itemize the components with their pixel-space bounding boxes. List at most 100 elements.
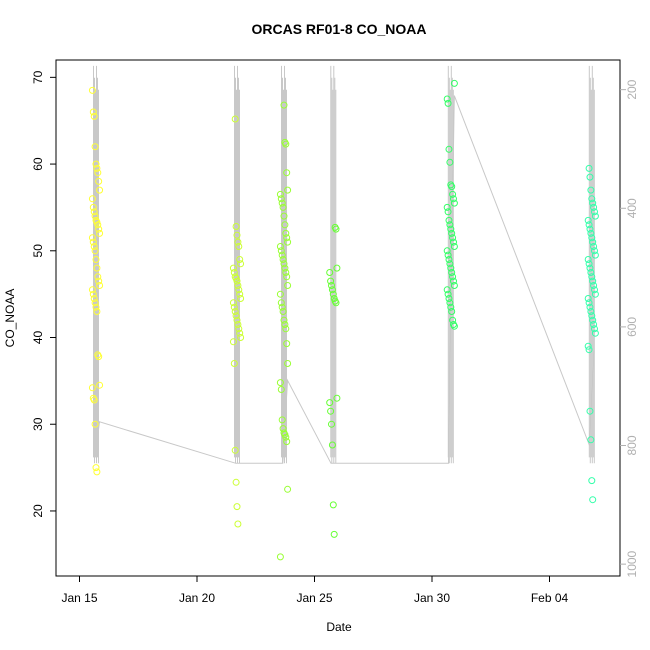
- data-point: [590, 203, 598, 211]
- data-point: [450, 199, 458, 207]
- data-point: [585, 299, 593, 307]
- x-tick-label: Jan 30: [414, 591, 450, 605]
- data-point: [328, 420, 335, 428]
- data-point: [283, 340, 291, 348]
- data-point: [329, 501, 337, 509]
- data-point: [591, 212, 599, 220]
- data-point: [91, 212, 99, 220]
- data-point: [231, 308, 239, 315]
- data-point: [236, 290, 244, 298]
- data-point: [232, 312, 240, 320]
- y2-tick-label: 800: [625, 435, 639, 455]
- data-point: [278, 199, 286, 207]
- data-point: [235, 325, 243, 333]
- data-point: [90, 112, 98, 120]
- data-point: [448, 183, 456, 191]
- data-point: [91, 247, 99, 255]
- data-point: [233, 277, 241, 285]
- data-point: [284, 360, 292, 367]
- pressure-layer: [93, 65, 595, 464]
- y2-tick-label: 400: [625, 198, 639, 218]
- data-point: [237, 334, 245, 341]
- data-point: [234, 282, 242, 289]
- data-point: [446, 260, 454, 268]
- data-point: [283, 234, 291, 242]
- data-point: [585, 221, 593, 229]
- data-point: [229, 299, 237, 307]
- data-point: [276, 379, 284, 387]
- y2-axis: 200 400 600 800 1000: [620, 79, 639, 577]
- data-point: [284, 238, 292, 246]
- data-point: [278, 416, 286, 424]
- data-point: [276, 190, 284, 198]
- data-point: [587, 229, 595, 237]
- data-point: [445, 145, 453, 153]
- data-point: [584, 256, 592, 263]
- data-point: [590, 282, 598, 289]
- data-point: [332, 225, 340, 233]
- data-point: [278, 251, 286, 259]
- data-point: [444, 99, 452, 107]
- data-point: [235, 243, 243, 250]
- data-point: [588, 195, 596, 203]
- data-point: [96, 229, 104, 237]
- y2-tick-label: 200: [625, 79, 639, 99]
- data-point: [282, 269, 290, 276]
- data-point: [447, 225, 455, 233]
- data-point: [591, 329, 599, 337]
- data-point: [95, 353, 103, 361]
- data-point: [446, 221, 454, 229]
- data-point: [445, 256, 453, 263]
- data-point: [589, 199, 597, 207]
- data-point: [589, 496, 597, 504]
- data-point: [591, 247, 598, 255]
- data-point: [446, 299, 454, 307]
- data-point: [91, 420, 99, 428]
- data-point: [280, 212, 288, 220]
- data-point: [282, 325, 290, 333]
- data-point: [231, 446, 239, 454]
- data-point: [585, 164, 593, 172]
- data-point: [587, 436, 595, 444]
- y-axis: 20 30 40 50 60 70: [31, 70, 56, 518]
- data-point: [588, 234, 596, 242]
- data-point: [328, 282, 335, 289]
- y-tick-label: 40: [31, 331, 45, 345]
- data-point: [450, 195, 457, 203]
- data-point: [284, 282, 292, 289]
- data-point: [284, 186, 292, 194]
- x-tick-label: Feb 04: [531, 591, 569, 605]
- data-point: [94, 221, 102, 229]
- data-point: [90, 243, 98, 250]
- data-point: [586, 173, 594, 181]
- points-layer: [88, 79, 599, 561]
- data-point: [236, 256, 244, 263]
- data-point: [229, 338, 237, 346]
- data-point: [283, 438, 291, 446]
- data-point: [94, 273, 102, 281]
- data-point: [95, 277, 103, 285]
- data-point: [584, 342, 592, 350]
- x-tick-label: Jan 20: [179, 591, 215, 605]
- data-point: [333, 264, 341, 272]
- data-point: [587, 308, 595, 315]
- data-point: [276, 243, 284, 250]
- data-point: [89, 203, 97, 211]
- data-point: [591, 208, 598, 216]
- data-point: [282, 140, 290, 148]
- data-point: [279, 203, 287, 211]
- data-point: [446, 158, 454, 166]
- plot-frame: [55, 59, 621, 577]
- data-point: [88, 286, 96, 294]
- data-point: [229, 264, 237, 272]
- data-point: [448, 269, 456, 276]
- data-point: [443, 203, 451, 211]
- data-point: [280, 260, 288, 268]
- data-point: [584, 216, 592, 224]
- data-point: [450, 282, 458, 289]
- y-tick-label: 70: [31, 70, 45, 84]
- y-tick-label: 60: [31, 157, 45, 171]
- data-point: [587, 186, 595, 194]
- data-point: [280, 316, 288, 324]
- data-point: [326, 269, 334, 276]
